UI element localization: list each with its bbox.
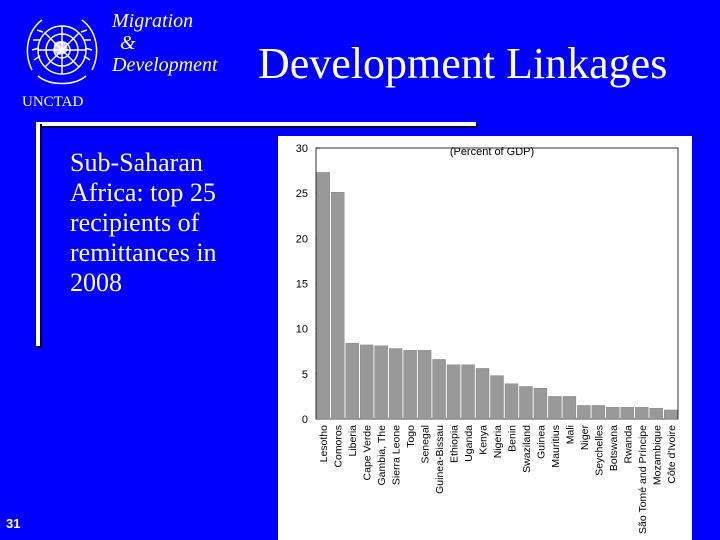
bar	[548, 396, 562, 420]
bar	[432, 359, 446, 420]
slide-subtitle: Sub-Saharan Africa: top 25 recipients of…	[70, 148, 217, 297]
x-tick-label: Gambia, The	[376, 425, 388, 486]
x-tick-label: Mauritius	[550, 425, 562, 468]
y-tick-label: 30	[296, 143, 308, 155]
x-tick-label: Rwanda	[622, 425, 634, 464]
chart-title: (Percent of GDP)	[450, 146, 534, 158]
bar-chart: (Percent of GDP) 0 5 10 15 20 25 30 Lesotho Com…	[278, 136, 692, 540]
topic-line-1: Migration	[112, 10, 194, 32]
un-emblem-logo	[20, 10, 104, 94]
x-tick-label: Comoros	[333, 425, 345, 468]
org-name: UNCTAD	[22, 94, 84, 110]
vertical-rule	[36, 122, 40, 346]
x-tick-label: Botswana	[608, 425, 620, 471]
x-tick-label: Lesotho	[318, 425, 330, 463]
x-tick-label: Niger	[579, 424, 591, 450]
y-tick-label: 10	[296, 324, 308, 336]
x-tick-label: Ethiopia	[449, 425, 461, 463]
x-tick-label: Benin	[506, 425, 518, 452]
x-tick-label: Togo	[405, 425, 417, 448]
y-tick-label: 0	[302, 414, 308, 426]
bar	[533, 388, 548, 420]
x-tick-label: Guinea	[535, 425, 547, 459]
page-number: 31	[6, 516, 21, 531]
x-tick-label: Kenya	[478, 425, 490, 455]
y-tick-label: 15	[296, 279, 308, 291]
x-tick-label: Mali	[564, 425, 576, 444]
bar	[345, 342, 359, 420]
bar	[359, 344, 374, 420]
x-tick-label: Mozambique	[651, 425, 663, 485]
bar	[374, 345, 388, 420]
bar	[664, 409, 678, 420]
bar	[388, 348, 403, 420]
bar	[417, 350, 432, 420]
x-tick-label: Senegal	[420, 425, 432, 464]
bar	[475, 368, 490, 420]
topic-label: Migration & Development	[112, 10, 252, 76]
bar	[316, 172, 330, 420]
y-tick-label: 20	[296, 233, 308, 245]
bar	[577, 405, 591, 420]
x-tick-label: Cape Verde	[362, 425, 374, 481]
x-tick-label: Nigeria	[492, 425, 504, 458]
bar	[591, 405, 606, 420]
x-tick-label: Uganda	[463, 425, 475, 462]
horizontal-rule	[36, 122, 476, 126]
bar	[490, 375, 504, 420]
y-tick-label: 5	[302, 369, 308, 381]
x-tick-label: Côte d'Ivoire	[666, 425, 678, 484]
x-tick-label: Sierra Leone	[391, 425, 403, 485]
x-tick-label: Seychelles	[593, 425, 605, 476]
bar	[446, 364, 461, 420]
topic-line-2: &	[120, 32, 136, 54]
topic-line-3: Development	[112, 54, 218, 76]
bar	[519, 386, 533, 420]
un-emblem-icon	[26, 19, 98, 85]
bar	[606, 407, 620, 420]
x-tick-label: São Tomé and Príncipe	[637, 425, 649, 534]
bar	[635, 407, 649, 420]
x-tick-label: Swaziland	[521, 425, 533, 473]
x-tick-label: Guinea-Bissau	[434, 425, 446, 494]
bar	[331, 192, 345, 420]
bar	[504, 383, 519, 420]
bar	[403, 350, 417, 420]
slide-title: Development Linkages	[258, 39, 668, 88]
bar	[620, 407, 635, 420]
chart-svg: (Percent of GDP) 0 5 10 15 20 25 30 Lesotho Com…	[296, 143, 679, 534]
bar	[461, 364, 475, 420]
bar	[562, 396, 577, 420]
bar	[649, 407, 663, 420]
x-tick-label: Liberia	[347, 425, 359, 457]
y-tick-label: 25	[296, 188, 308, 200]
